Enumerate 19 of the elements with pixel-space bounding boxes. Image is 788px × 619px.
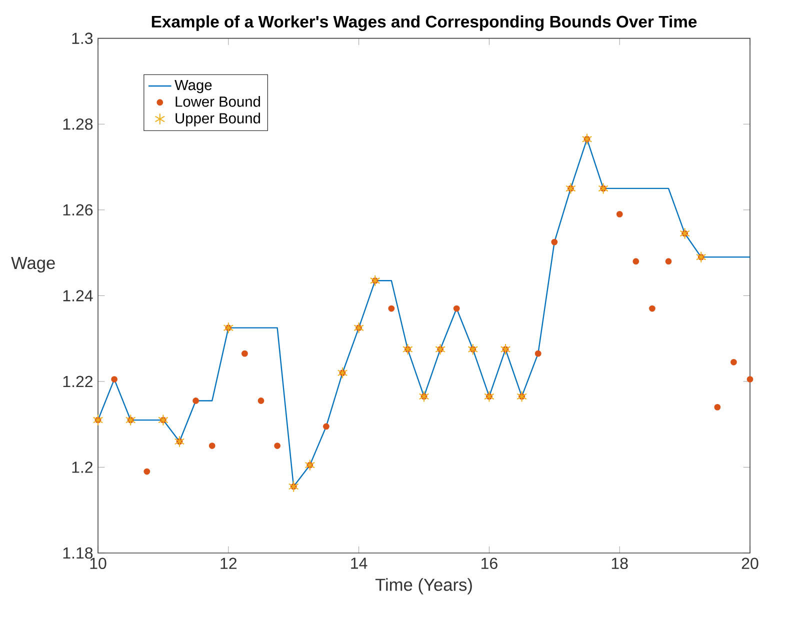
y-axis-title: Wage <box>11 257 55 273</box>
x-tick-label: 14 <box>351 558 368 569</box>
x-tick-label: 12 <box>220 558 236 569</box>
x-tick-label: 20 <box>742 558 758 570</box>
y-tick-label: 1.28 <box>63 118 93 130</box>
y-tick-label: 1.24 <box>63 290 93 302</box>
y-tick-label: 1.26 <box>63 204 93 216</box>
x-tick-label: 18 <box>612 558 628 570</box>
x-axis-title: Time (Years) <box>375 578 472 594</box>
legend-label: Wage <box>174 80 212 94</box>
x-tick-label: 10 <box>90 558 106 570</box>
x-tick-label: 16 <box>482 558 498 570</box>
y-tick-label: 1.2 <box>72 462 92 473</box>
legend-label: Upper Bound <box>176 112 260 126</box>
y-tick-label: 1.22 <box>63 376 92 388</box>
y-tick-label: 1.3 <box>72 32 93 44</box>
legend-label: Lower Bound <box>176 96 260 107</box>
chart-title: Example of a Worker's Wages and Corresponding Bounds Over Time <box>152 15 697 31</box>
y-tick-label: 1.18 <box>63 547 93 559</box>
